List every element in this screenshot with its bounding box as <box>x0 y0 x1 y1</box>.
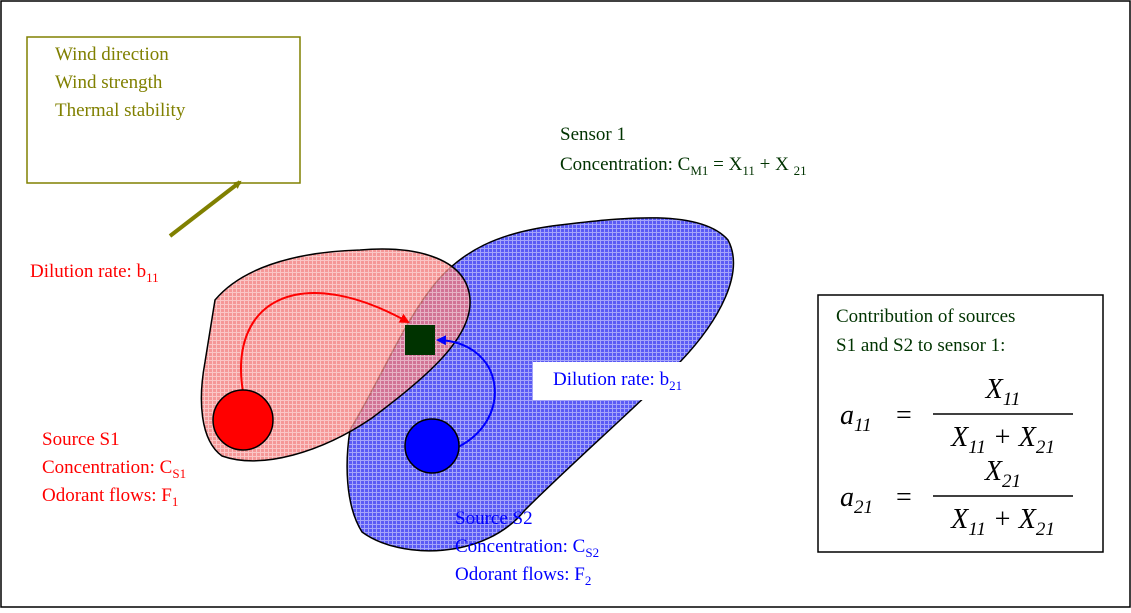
text-run: Concentration: C <box>455 536 585 557</box>
subscript: S2 <box>585 545 599 560</box>
formula-numerator: X11 <box>985 374 1021 410</box>
weather-line: Wind strength <box>55 72 163 93</box>
subscript: 11 <box>854 415 872 436</box>
dilution-arrow-1 <box>240 292 410 393</box>
formula-lhs: a21 <box>840 482 873 518</box>
text-run: Odorant flows: F <box>455 564 585 585</box>
text-run: X <box>984 456 1003 487</box>
text-run: Dilution rate: b <box>553 369 669 390</box>
source-1-line: Concentration: CS1 <box>42 457 186 481</box>
subscript: 21 <box>794 163 807 178</box>
weather-line: Thermal stability <box>55 100 186 121</box>
subscript: 21 <box>1002 471 1021 492</box>
subscript: 21 <box>1036 519 1055 540</box>
subscript: 11 <box>742 163 755 178</box>
text-run: + X <box>986 422 1037 453</box>
wind-arrow <box>168 180 242 238</box>
formula-lhs: a11 <box>840 400 872 436</box>
text-run: + X <box>755 154 794 175</box>
weather-box <box>26 36 301 184</box>
text-run: Source S2 <box>455 508 533 529</box>
dilution-2-box <box>533 362 725 400</box>
subscript: 2 <box>585 573 592 588</box>
dilution-arrow-2 <box>436 335 496 449</box>
text-run: = X <box>708 154 742 175</box>
subscript: 11 <box>968 437 986 458</box>
contribution-line: S1 and S2 to sensor 1: <box>836 335 1005 356</box>
text-run: + X <box>986 504 1037 535</box>
subscript: 1 <box>172 494 179 509</box>
sensor-line: Concentration: CM1 = X11 + X 21 <box>560 154 807 178</box>
text-run: X <box>950 504 969 535</box>
text-run: Source S1 <box>42 429 120 450</box>
source-s2-dot <box>404 418 460 474</box>
sensor-square <box>405 325 435 355</box>
subscript: 11 <box>146 270 159 285</box>
dilution-2-label: Dilution rate: b21 <box>553 369 682 393</box>
text-run: X <box>985 374 1004 405</box>
source-2-line: Odorant flows: F2 <box>455 564 591 588</box>
source-1-line: Source S1 <box>42 429 120 450</box>
text-run: X <box>950 422 969 453</box>
sensor-line: Sensor 1 <box>560 124 626 145</box>
subscript: 21 <box>669 378 682 393</box>
text-run: Sensor 1 <box>560 124 626 145</box>
subscript: 11 <box>968 519 986 540</box>
contribution-line: Contribution of sources <box>836 306 1015 327</box>
subscript: 11 <box>1003 389 1021 410</box>
weather-line: Wind direction <box>55 44 169 65</box>
text-run: Concentration: C <box>42 457 172 478</box>
subscript: M1 <box>690 163 708 178</box>
formula-eq: = <box>896 400 912 431</box>
text-run: Odorant flows: F <box>42 485 172 506</box>
contribution-box <box>817 294 1104 553</box>
text-run: a <box>840 400 854 431</box>
source-1-line: Odorant flows: F1 <box>42 485 178 509</box>
dilution-1-label: Dilution rate: b11 <box>30 261 159 285</box>
source-s1-dot <box>212 389 274 451</box>
text-run: Dilution rate: b <box>30 261 146 282</box>
subscript: S1 <box>172 466 186 481</box>
subscript: 21 <box>854 497 873 518</box>
formula-denominator: X11 + X21 <box>950 422 1055 458</box>
formula-denominator: X11 + X21 <box>950 504 1055 540</box>
formula-eq: = <box>896 482 912 513</box>
formula-numerator: X21 <box>984 456 1021 492</box>
source-2-line: Concentration: CS2 <box>455 536 599 560</box>
subscript: 21 <box>1036 437 1055 458</box>
text-run: Concentration: C <box>560 154 690 175</box>
text-run: a <box>840 482 854 513</box>
source-2-line: Source S2 <box>455 508 533 529</box>
